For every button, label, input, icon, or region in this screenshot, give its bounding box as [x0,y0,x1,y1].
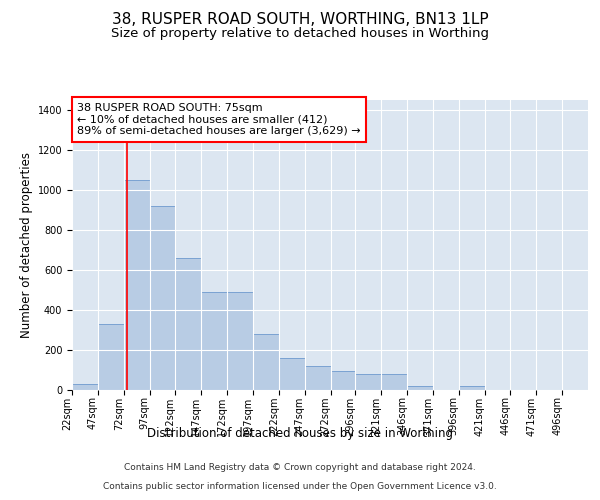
Bar [124,180,149,390]
Bar [407,386,433,390]
Text: Size of property relative to detached houses in Worthing: Size of property relative to detached ho… [111,28,489,40]
Text: Contains HM Land Registry data © Crown copyright and database right 2024.: Contains HM Land Registry data © Crown c… [124,464,476,472]
Bar [175,258,201,390]
Text: Distribution of detached houses by size in Worthing: Distribution of detached houses by size … [147,428,453,440]
Bar [279,358,305,390]
Bar [305,366,331,390]
Bar [381,374,407,390]
Text: Contains public sector information licensed under the Open Government Licence v3: Contains public sector information licen… [103,482,497,491]
Bar [149,206,175,390]
Bar [355,374,381,390]
Text: 38 RUSPER ROAD SOUTH: 75sqm
← 10% of detached houses are smaller (412)
89% of se: 38 RUSPER ROAD SOUTH: 75sqm ← 10% of det… [77,103,361,136]
Bar [227,292,253,390]
Y-axis label: Number of detached properties: Number of detached properties [20,152,34,338]
Bar [98,324,124,390]
Bar [331,371,355,390]
Text: 38, RUSPER ROAD SOUTH, WORTHING, BN13 1LP: 38, RUSPER ROAD SOUTH, WORTHING, BN13 1L… [112,12,488,28]
Bar [459,386,485,390]
Bar [253,334,279,390]
Bar [201,292,227,390]
Bar [72,384,98,390]
